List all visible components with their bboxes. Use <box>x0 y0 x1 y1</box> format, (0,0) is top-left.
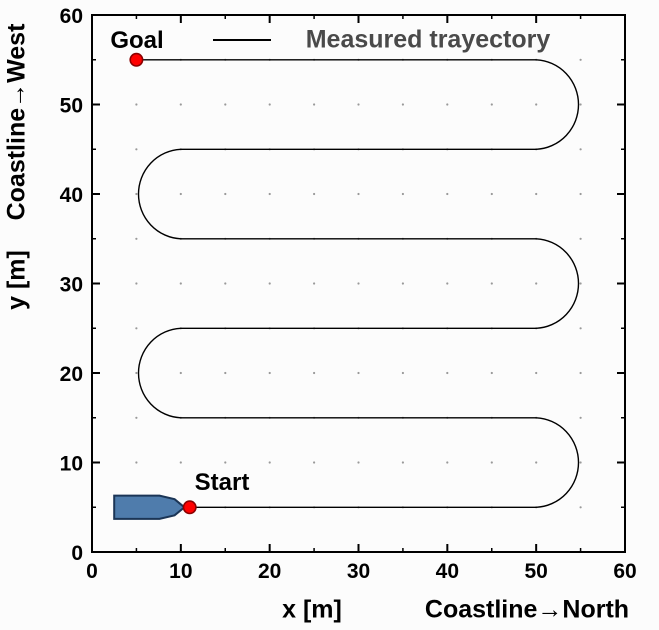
goal-marker <box>129 52 144 67</box>
svg-text:20: 20 <box>258 560 281 583</box>
goal-label: Goal <box>110 27 164 54</box>
svg-text:30: 30 <box>347 560 370 583</box>
legend-label: Measured trayectory <box>305 25 551 54</box>
start-marker <box>182 500 197 515</box>
svg-text:10: 10 <box>60 453 83 476</box>
x-axis-label: x [m] <box>282 595 342 624</box>
measured-trajectory-line <box>136 59 580 508</box>
svg-text:20: 20 <box>60 363 83 386</box>
svg-text:60: 60 <box>613 560 636 583</box>
svg-text:40: 40 <box>60 184 83 207</box>
vehicle <box>113 494 186 520</box>
plot-frame <box>91 14 626 553</box>
svg-text:0: 0 <box>71 542 83 565</box>
waypoint-markers <box>129 52 197 515</box>
svg-text:60: 60 <box>60 5 83 28</box>
svg-text:50: 50 <box>60 95 83 118</box>
y-axis-coastline-label: Coastline→West <box>2 23 31 221</box>
legend-line-sample <box>213 39 271 41</box>
y-axis-label: y [m] <box>2 250 31 310</box>
svg-text:40: 40 <box>436 560 459 583</box>
svg-text:0: 0 <box>86 560 98 583</box>
start-label: Start <box>194 469 250 496</box>
grid-dots <box>135 58 582 509</box>
svg-text:50: 50 <box>524 560 547 583</box>
svg-text:10: 10 <box>169 560 192 583</box>
boat-shape <box>113 494 186 520</box>
x-axis-coastline-label: Coastline→North <box>424 595 630 624</box>
trajectory <box>136 59 580 508</box>
tick-labels: 0 10 20 30 40 50 60 0 10 20 30 40 50 60 <box>60 5 637 583</box>
svg-text:30: 30 <box>60 274 83 297</box>
